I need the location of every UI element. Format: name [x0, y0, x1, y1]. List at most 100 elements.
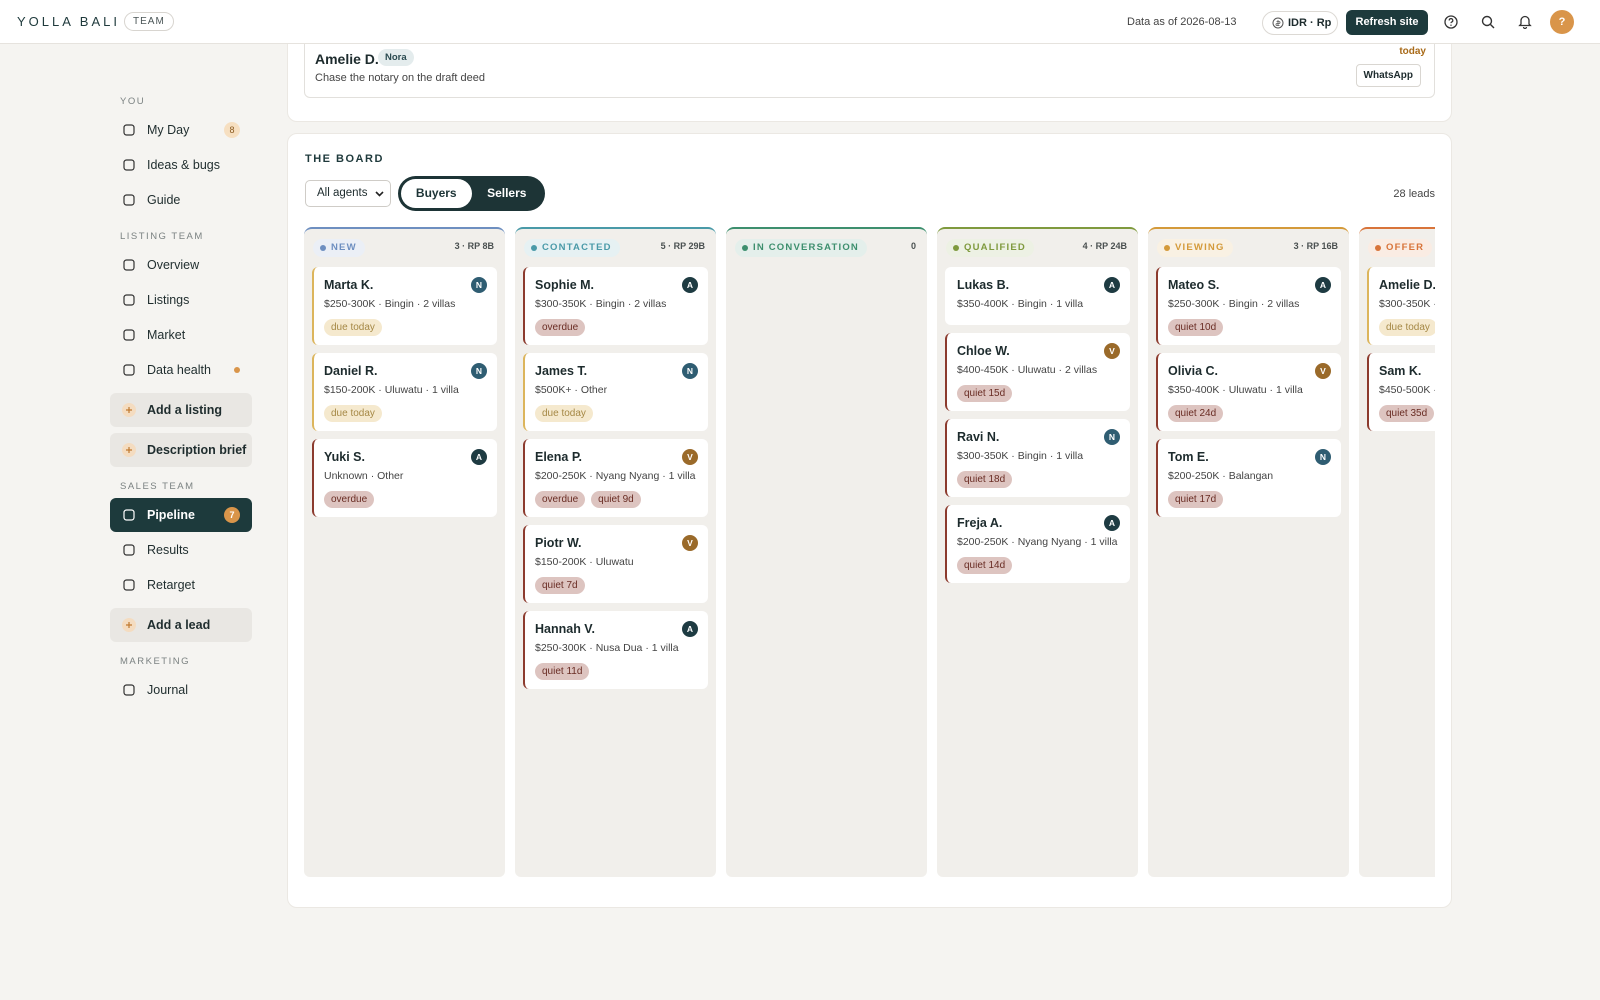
column-header: QUALIFIED [946, 239, 1034, 257]
column: CONTACTED 5 · RP 29B Sophie M. $300-350K · … [515, 227, 716, 877]
lead-card[interactable]: Elena P. $200-250K · Nyang Nyang · 1 vill… [523, 439, 708, 517]
nav-label: My Day [147, 123, 190, 137]
nav-item[interactable]: Add a lead [110, 608, 252, 642]
tag-list: due today [535, 405, 698, 422]
status-tag: due today [1379, 319, 1435, 336]
board-columns: NEW 3 · RP 8B Marta K. $250-300K · Bingin ·… [304, 227, 1435, 878]
nav-label: Listings [147, 293, 190, 307]
column-label: VIEWING [1175, 242, 1225, 253]
column: QUALIFIED 4 · RP 24B Lukas B. $350-400K · B… [937, 227, 1138, 877]
status-dot [234, 367, 240, 373]
column-label: OFFER [1386, 242, 1425, 253]
nav-icon [123, 579, 135, 591]
agent-filter[interactable]: All agents [305, 180, 391, 207]
toggle-option[interactable]: Sellers [487, 186, 527, 200]
lead-detail: $250-300K · Nusa Dua · 1 villa [535, 642, 679, 654]
lead-count: 28 leads [1393, 188, 1435, 200]
section-label: LISTING TEAM [120, 231, 204, 242]
nav-item[interactable]: Data health [110, 353, 252, 387]
notifications-icon[interactable] [1518, 14, 1532, 29]
help-icon[interactable] [1444, 15, 1458, 29]
nav-item[interactable]: Description brief [110, 433, 252, 467]
agent-avatar: N [471, 277, 487, 293]
refresh-button[interactable]: Refresh site [1346, 10, 1428, 35]
nav-item[interactable]: Add a listing [110, 393, 252, 427]
nav-item[interactable]: Market [110, 318, 252, 352]
lead-detail: $200-250K · Balangan [1168, 470, 1274, 482]
nav-item[interactable]: Listings [110, 283, 252, 317]
nav-icon [123, 124, 135, 136]
column-header: CONTACTED [524, 239, 620, 257]
agent-avatar: N [1315, 449, 1331, 465]
lead-detail: $200-250K · Nyang Nyang · 1 villa [535, 470, 696, 482]
nav-item[interactable]: Journal [110, 673, 252, 707]
lead-card[interactable]: Lukas B. $350-400K · Bingin · 1 villa A [945, 267, 1130, 325]
currency-icon [1272, 17, 1284, 29]
lead-name: Ravi N. [957, 430, 1000, 444]
nav-item[interactable]: Results [110, 533, 252, 567]
task-note: Chase the notary on the draft deed [315, 72, 486, 84]
column-dot [320, 245, 326, 251]
brand[interactable]: YOLLA BALI [17, 14, 120, 29]
tag-list: quiet 15d [957, 385, 1120, 402]
lead-detail: $250-300K · Bingin · 2 villas [1168, 298, 1300, 310]
nav-badge: 7 [224, 507, 240, 523]
nav-label: Add a lead [147, 618, 211, 632]
agent-avatar: V [1104, 343, 1120, 359]
nav-icon [122, 443, 136, 457]
lead-card[interactable]: Freja A. $200-250K · Nyang Nyang · 1 vill… [945, 505, 1130, 583]
sidebar: YOU My Day 8 Ideas & bugs Guide LISTING TEAM O… [110, 92, 252, 708]
status-tag: quiet 10d [1168, 319, 1224, 336]
lead-detail: $500K+ · Other [535, 384, 608, 396]
nav-item[interactable]: Retarget [110, 568, 252, 602]
column-label: IN CONVERSATION [753, 242, 859, 253]
lead-detail: $150-200K · Uluwatu [535, 556, 634, 568]
nav-item[interactable]: Pipeline 7 [110, 498, 252, 532]
whatsapp-button[interactable]: WhatsApp [1355, 64, 1421, 87]
lead-name: Amelie D. [1379, 278, 1435, 292]
lead-name: Elena P. [535, 450, 583, 464]
lead-name: Lukas B. [957, 278, 1010, 292]
tag-list: quiet 35d [1379, 405, 1435, 422]
tag-list: quiet 17d [1168, 491, 1331, 508]
toggle-option[interactable]: Buyers [401, 179, 472, 208]
tag-list: quiet 14d [957, 557, 1120, 574]
nav-icon [123, 364, 135, 376]
currency-switch[interactable]: IDR · Rp [1262, 11, 1338, 35]
column-meta: 4 · RP 24B [1082, 241, 1127, 251]
nav-label: Guide [147, 193, 181, 207]
nav-label: Add a listing [147, 403, 222, 417]
user-avatar[interactable]: ? [1550, 10, 1574, 34]
lead-card[interactable]: Amelie D. $300-350K · N due today [1367, 267, 1435, 345]
status-tag: overdue [324, 491, 375, 508]
agent-avatar: A [471, 449, 487, 465]
lead-card[interactable]: Hannah V. $250-300K · Nusa Dua · 1 villa A… [523, 611, 708, 689]
column-label: QUALIFIED [964, 242, 1026, 253]
task-agent: Nora [378, 49, 414, 66]
lead-name: Piotr W. [535, 536, 582, 550]
nav-item[interactable]: Overview [110, 248, 252, 282]
agent-avatar: A [1104, 277, 1120, 293]
nav-item[interactable]: Ideas & bugs [110, 148, 252, 182]
lead-card[interactable]: Sam K. $450-500K · B quiet 35d [1367, 353, 1435, 431]
currency-label: IDR · Rp [1288, 17, 1332, 29]
column-header: NEW [313, 239, 365, 257]
nav-badge: 8 [224, 122, 240, 138]
nav-item[interactable]: My Day 8 [110, 113, 252, 147]
status-tag: quiet 17d [1168, 491, 1224, 508]
search-icon[interactable] [1481, 15, 1495, 29]
nav-item[interactable]: Guide [110, 183, 252, 217]
